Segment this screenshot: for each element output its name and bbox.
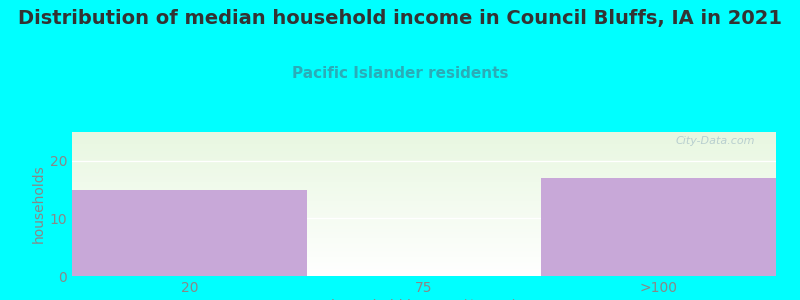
Text: City-Data.com: City-Data.com <box>675 136 755 146</box>
Y-axis label: households: households <box>31 165 46 243</box>
Text: Pacific Islander residents: Pacific Islander residents <box>292 66 508 81</box>
Bar <box>72 190 306 276</box>
Bar <box>542 178 776 276</box>
Text: Distribution of median household income in Council Bluffs, IA in 2021: Distribution of median household income … <box>18 9 782 28</box>
X-axis label: household income ($1000): household income ($1000) <box>331 299 517 300</box>
